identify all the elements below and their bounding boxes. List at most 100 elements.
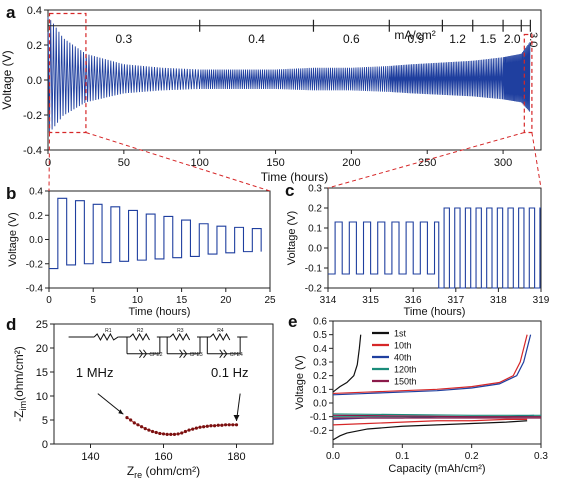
data-point (234, 423, 239, 427)
y-axis-label: Voltage (V) (286, 211, 298, 265)
x-tick-label: 5 (90, 295, 96, 306)
resistor-gap (130, 333, 157, 340)
x-axis-label: Time (hours) (261, 170, 329, 184)
data-point (169, 432, 173, 436)
voltage-trace (328, 207, 541, 289)
plot-frame (327, 187, 542, 289)
y-tick-label: 0.4 (29, 187, 43, 198)
y-axis-label: Voltage (V) (0, 50, 14, 109)
x-tick-label: 0.2 (465, 451, 479, 462)
y-tick-label: 20 (36, 343, 48, 355)
y-tick-label: 5 (42, 415, 48, 427)
zoom-guide (85, 132, 271, 192)
y-tick-label: -0.4 (26, 284, 44, 295)
data-point (198, 425, 202, 429)
data-point (172, 432, 177, 436)
data-point (180, 431, 184, 435)
data-point (191, 427, 195, 431)
y-axis-label-sub: im (18, 401, 28, 411)
legend-label: 150th (394, 377, 417, 387)
data-point (161, 432, 166, 436)
x-tick-label: 150 (266, 157, 284, 169)
y-axis-label: Voltage (V) (7, 212, 19, 266)
annotation-0.1hz: 0.1 Hz (211, 365, 249, 380)
data-point (165, 432, 169, 436)
panel-e: 0.0 0.1 0.2 0.3 -0.2 -0.1 0.0 0.1 0.2 0.3 0.4 0.5 0.… (288, 312, 548, 475)
current-unit-label: mA/cm² (394, 28, 435, 42)
zoom-guides (48, 132, 542, 192)
series-10th-charge (332, 334, 528, 395)
y-tick-label: 10 (36, 391, 48, 403)
plot-frame (332, 320, 542, 445)
y-tick-label: 0.0 (308, 244, 322, 255)
data-point (209, 424, 213, 428)
y-tick-label: 0.5 (313, 330, 327, 341)
resistor (209, 332, 231, 341)
data-point (205, 424, 209, 428)
cpe-element (139, 349, 148, 359)
x-axis-label: Time (hours) (404, 306, 466, 318)
data-point (150, 429, 155, 434)
y-tick-label: 0.6 (313, 317, 327, 328)
y-tick-label: -0.4 (23, 145, 42, 157)
annotation-arrow (97, 393, 124, 415)
circuit-label: R2 (137, 328, 144, 334)
y-tick-label: -0.2 (305, 284, 323, 295)
x-tick-label: 0.0 (326, 451, 340, 462)
series-40th-charge (332, 334, 532, 396)
x-tick-label: 100 (191, 157, 209, 169)
resistor (169, 332, 191, 341)
y-tick-label: 0.4 (27, 5, 42, 17)
data-point (183, 429, 187, 434)
resistor-gap (170, 333, 197, 340)
resistor-r1 (93, 332, 119, 341)
panel-label-c: c (285, 181, 294, 200)
zoom-guide (327, 132, 525, 189)
panel-label-b: b (6, 184, 16, 203)
data-point (220, 423, 224, 427)
cpe-element (219, 349, 228, 359)
segment-label: 0.4 (248, 32, 265, 46)
legend-label: 1st (394, 329, 407, 339)
y-tick-label: -0.1 (305, 264, 323, 275)
data-point (132, 421, 136, 425)
x-tick-label: 317 (447, 295, 464, 306)
segment-label: 0.3 (116, 32, 133, 46)
y-tick-label: 0.0 (313, 399, 327, 410)
zoom-guide (531, 132, 542, 189)
x-tick-label: 140 (81, 451, 99, 463)
segment-label: 0.9 (408, 32, 425, 46)
x-tick-label: 160 (154, 451, 172, 463)
x-tick-label: 180 (227, 451, 245, 463)
panel-c: 314 315 316 317 318 319 -0.2 -0.1 0.0 0.1 0.2 0.3 Ti… (285, 181, 550, 318)
data-point (216, 423, 220, 427)
data-point (154, 430, 158, 435)
x-tick-label: 0.1 (395, 451, 409, 462)
x-axis-label-unit: (ohm/cm²) (142, 464, 200, 478)
x-axis-label: Time (hours) (129, 306, 191, 318)
panel-label-e: e (288, 312, 297, 331)
data-point (231, 423, 235, 427)
arrow-head (118, 409, 124, 415)
data-point (227, 423, 231, 427)
circuit-label: R3 (177, 328, 184, 334)
y-tick-label: 25 (36, 319, 48, 331)
y-tick-label: 15 (36, 367, 48, 379)
legend-label: 120th (394, 365, 417, 375)
annotation-1mhz: 1 MHz (76, 365, 114, 380)
y-tick-label: 0.3 (313, 358, 327, 369)
x-axis-label-sub: re (134, 470, 142, 480)
cpe-element (179, 349, 188, 359)
data-point (158, 431, 162, 436)
data-point (202, 425, 206, 429)
x-tick-label: 319 (533, 295, 550, 306)
data-point (136, 423, 140, 427)
data-point (213, 424, 217, 428)
circuit-label: CPE3 (190, 352, 203, 358)
series-10th-discharge (332, 418, 528, 426)
segment-label: 0.6 (343, 32, 360, 46)
y-axis-label-unit: (ohm/cm²) (12, 346, 26, 401)
data-point (147, 428, 151, 432)
x-axis-label: Capacity (mAh/cm²) (388, 463, 485, 475)
